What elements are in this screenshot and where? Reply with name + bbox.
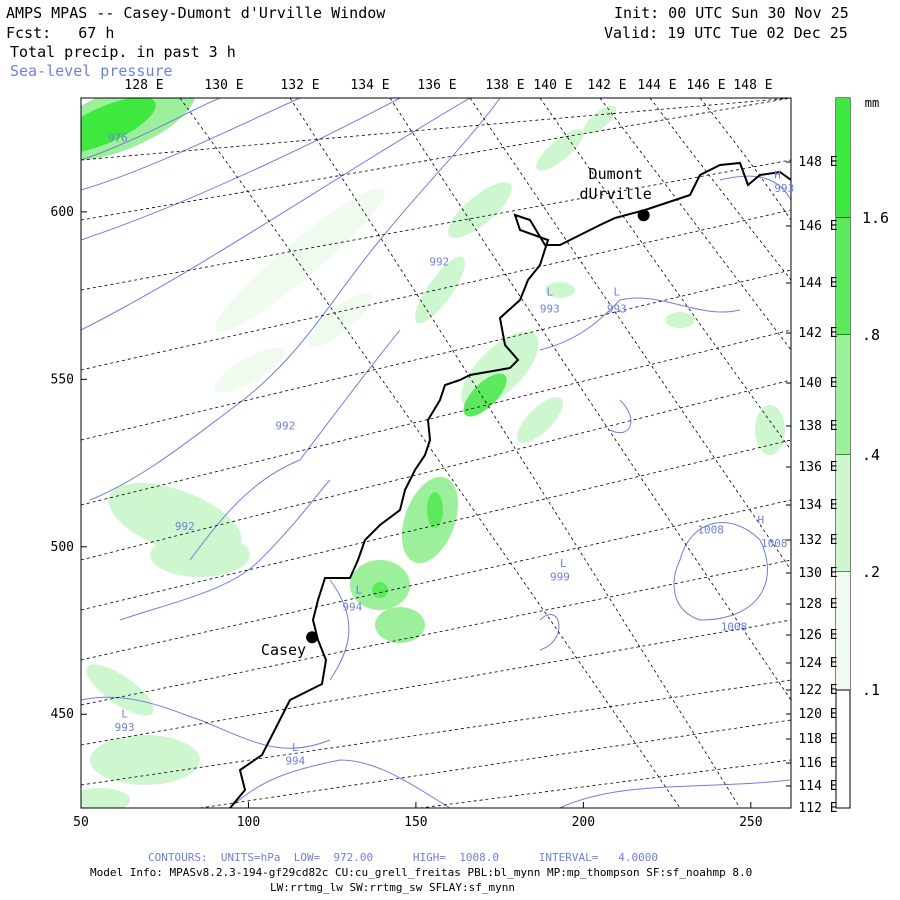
slp-value-label: 1008 xyxy=(761,537,788,550)
model-info-line2: LW:rrtmg_lw SW:rrtmg_sw SFLAY:sf_mynn xyxy=(270,881,516,894)
top-tick-label: 136 E xyxy=(417,78,456,93)
slp-center-mark: L xyxy=(547,286,554,299)
left-tick-label: 500 xyxy=(51,540,74,555)
colorbar-unit: mm xyxy=(865,96,879,110)
colorbar-band xyxy=(836,572,850,690)
slp-value-label: 992 xyxy=(275,420,295,433)
top-tick-label: 140 E xyxy=(533,78,572,93)
top-tick-label: 142 E xyxy=(587,78,626,93)
slp-center-mark: H xyxy=(774,168,781,181)
bottom-tick-label: 250 xyxy=(739,815,762,830)
dumont-station-label-2: dUrville xyxy=(580,185,652,203)
slp-value-label: 994 xyxy=(342,600,362,613)
right-tick-label: 130 E xyxy=(798,566,837,581)
model-info-line1: Model Info: MPASv8.2.3-194-gf29cd82c CU:… xyxy=(90,866,753,879)
right-tick-label: 138 E xyxy=(798,419,837,434)
top-tick-label: 132 E xyxy=(280,78,319,93)
top-tick-label: 148 E xyxy=(733,78,772,93)
top-tick-label: 130 E xyxy=(204,78,243,93)
colorbar-band xyxy=(836,335,850,455)
slp-value-label: 1008 xyxy=(721,621,748,634)
right-tick-label: 128 E xyxy=(798,597,837,612)
right-tick-label: 148 E xyxy=(798,155,837,170)
slp-value-label: 993 xyxy=(774,182,794,195)
overlay-name: Sea-level pressure xyxy=(10,62,173,80)
slp-center-mark: L xyxy=(356,584,363,597)
slp-labels: 976 992 993 993 992 992 994 999 1008 1008 1008 993 9… xyxy=(108,132,794,768)
right-tick-label: 132 E xyxy=(798,533,837,548)
slp-value-label: 993 xyxy=(607,302,627,315)
colorbar-label: .1 xyxy=(862,681,880,699)
right-tick-label: 118 E xyxy=(798,732,837,747)
right-tick-label: 144 E xyxy=(798,276,837,291)
right-tick-label: 134 E xyxy=(798,498,837,513)
colorbar-band xyxy=(836,98,850,218)
colorbar-band xyxy=(836,218,850,335)
slp-contours xyxy=(81,98,791,808)
right-tick-label: 112 E xyxy=(798,801,837,816)
slp-center-mark: L xyxy=(614,286,621,299)
left-tick-label: 450 xyxy=(51,707,74,722)
colorbar-label: .4 xyxy=(862,446,880,464)
bottom-tick-label: 200 xyxy=(572,815,595,830)
right-tick-label: 142 E xyxy=(798,326,837,341)
top-tick-label: 138 E xyxy=(485,78,524,93)
axes: 128 E 130 E 132 E 134 E 136 E 138 E 140 E 142 E… xyxy=(51,78,838,830)
bottom-tick-label: 50 xyxy=(73,815,89,830)
slp-value-label: 999 xyxy=(550,570,570,583)
contour-info: CONTOURS: UNITS=hPa LOW= 972.00 HIGH= 10… xyxy=(148,851,658,864)
valid-time: Valid: 19 UTC Tue 02 Dec 25 xyxy=(604,24,848,42)
right-tick-label: 116 E xyxy=(798,756,837,771)
slp-value-label: 993 xyxy=(540,302,560,315)
bottom-tick-label: 100 xyxy=(237,815,260,830)
bottom-tick-label: 150 xyxy=(404,815,427,830)
dumont-station-dot xyxy=(637,209,650,222)
slp-value-label: 994 xyxy=(285,754,305,767)
dumont-station-label: Dumont xyxy=(589,165,643,183)
field-name: Total precip. in past 3 h xyxy=(10,43,236,61)
colorbar-band xyxy=(836,455,850,572)
left-tick-label: 600 xyxy=(51,205,74,220)
slp-center-mark: H xyxy=(758,513,765,526)
right-tick-label: 126 E xyxy=(798,628,837,643)
map-title: AMPS MPAS -- Casey-Dumont d'Urville Wind… xyxy=(6,4,386,22)
colorbar-label: .8 xyxy=(862,326,880,344)
slp-value-label: 1008 xyxy=(697,523,724,536)
slp-center-mark: L xyxy=(560,557,567,570)
slp-center-mark: L xyxy=(121,708,128,721)
init-time: Init: 00 UTC Sun 30 Nov 25 xyxy=(614,4,849,22)
left-tick-label: 550 xyxy=(51,372,74,387)
top-tick-label: 146 E xyxy=(686,78,725,93)
casey-station-dot xyxy=(306,631,319,644)
top-tick-label: 128 E xyxy=(124,78,163,93)
lat-lon-grid xyxy=(81,98,791,808)
right-tick-label: 122 E xyxy=(798,683,837,698)
right-tick-label: 114 E xyxy=(798,779,837,794)
right-tick-label: 136 E xyxy=(798,460,837,475)
slp-value-label: 992 xyxy=(175,520,195,533)
right-tick-label: 146 E xyxy=(798,219,837,234)
precip-shading xyxy=(81,98,785,808)
slp-value-label: 976 xyxy=(108,132,128,145)
slp-value-label: 992 xyxy=(429,255,449,268)
top-tick-label: 134 E xyxy=(350,78,389,93)
plot-frame xyxy=(80,97,792,809)
stations: Casey Dumont dUrville xyxy=(261,165,652,659)
right-tick-label: 140 E xyxy=(798,376,837,391)
casey-station-label: Casey xyxy=(261,641,306,659)
slp-value-label: 993 xyxy=(115,721,135,734)
top-tick-label: 144 E xyxy=(637,78,676,93)
colorbar-label: 1.6 xyxy=(862,209,889,227)
right-tick-label: 124 E xyxy=(798,656,837,671)
forecast-hour: Fcst: 67 h xyxy=(6,24,115,42)
colorbar-label: .2 xyxy=(862,563,880,581)
colorbar: mm 1.6 .8 .4 .2 .1 xyxy=(836,96,889,699)
right-tick-label: 120 E xyxy=(798,707,837,722)
slp-center-mark: L xyxy=(292,741,299,754)
